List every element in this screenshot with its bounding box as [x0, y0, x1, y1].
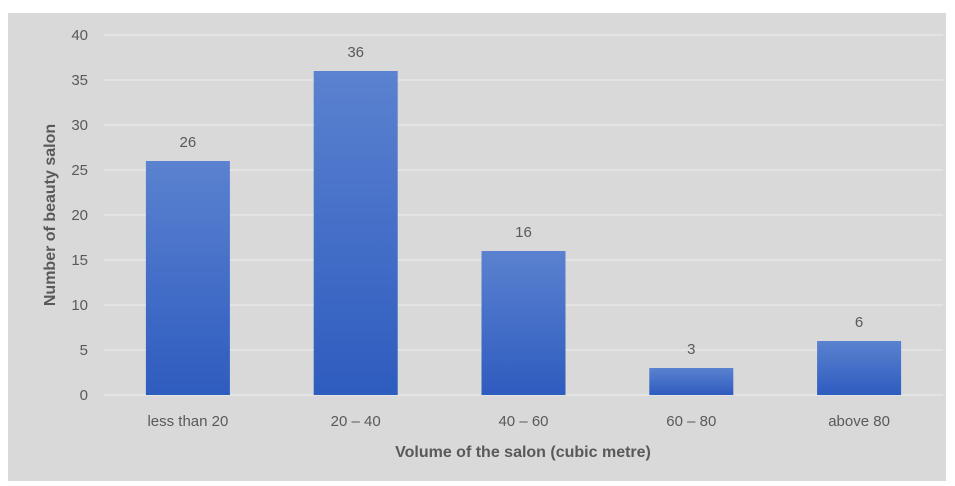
x-tick-label: above 80 — [828, 413, 890, 430]
x-tick-label: less than 20 — [147, 413, 228, 430]
y-tick-label: 20 — [71, 207, 88, 224]
bar — [313, 71, 398, 395]
data-label: 3 — [687, 341, 695, 358]
y-tick-label: 15 — [71, 252, 88, 269]
bar — [481, 251, 566, 395]
y-axis-ticks: 0 5 10 15 20 25 30 35 40 — [71, 27, 88, 404]
y-tick-label: 25 — [71, 162, 88, 179]
gridlines — [104, 34, 943, 396]
data-label: 6 — [855, 314, 863, 331]
bar — [649, 368, 734, 395]
bar — [817, 341, 902, 395]
data-label: 36 — [347, 44, 364, 61]
bar — [145, 161, 230, 395]
y-axis-title: Number of beauty salon — [42, 124, 59, 306]
y-tick-label: 40 — [71, 27, 88, 44]
y-tick-label: 5 — [80, 342, 88, 359]
x-tick-label: 40 – 60 — [498, 413, 548, 430]
chart-area: 0 5 10 15 20 25 30 35 40 26 36 16 3 6 less than 20 20… — [8, 13, 946, 481]
x-tick-label: 20 – 40 — [331, 413, 381, 430]
y-tick-label: 35 — [71, 72, 88, 89]
x-axis-ticks: less than 20 20 – 40 40 – 60 60 – 80 above 8… — [147, 413, 890, 430]
y-tick-label: 0 — [80, 387, 88, 404]
data-label: 16 — [515, 224, 532, 241]
bars — [145, 71, 902, 395]
y-tick-label: 30 — [71, 117, 88, 134]
x-axis-title: Volume of the salon (cubic metre) — [395, 444, 651, 461]
x-tick-label: 60 – 80 — [666, 413, 716, 430]
data-label: 26 — [180, 134, 197, 151]
y-tick-label: 10 — [71, 297, 88, 314]
